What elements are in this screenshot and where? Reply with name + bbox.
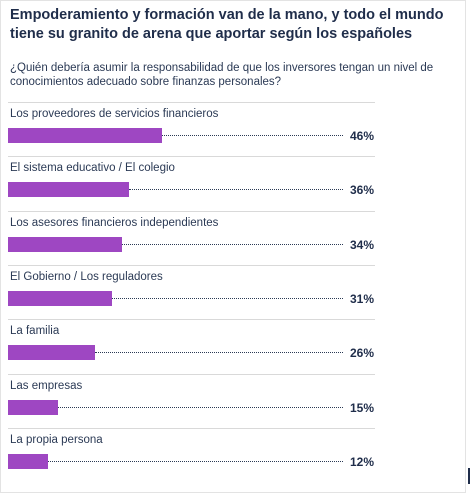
leader-line: [128, 189, 343, 191]
row-separator: [8, 427, 375, 429]
leader-line: [162, 135, 343, 136]
category-label: Las empresas: [10, 379, 83, 392]
category-label: La propia persona: [10, 433, 103, 446]
row-separator: [8, 319, 375, 321]
row-separator: [8, 210, 375, 212]
text-cursor: [468, 468, 470, 484]
row-separator: [8, 373, 375, 375]
leader-line: [48, 460, 343, 462]
value-label: 36%: [349, 183, 374, 198]
category-label: El sistema educativo / El colegio: [10, 162, 175, 175]
leader-line: [111, 297, 343, 299]
value-label: 15%: [349, 400, 374, 415]
bar: [8, 453, 49, 469]
bar: [8, 399, 59, 415]
bar: [8, 128, 162, 143]
row-separator: [8, 264, 375, 266]
category-label: Los asesores financieros independientes: [10, 216, 219, 229]
category-label: El Gobierno / Los reguladores: [10, 270, 163, 283]
row-separator: [8, 102, 375, 103]
value-label: 26%: [349, 346, 374, 361]
leader-line: [121, 243, 343, 245]
bar: [8, 182, 129, 198]
value-label: 31%: [349, 291, 374, 306]
leader-line: [58, 406, 343, 408]
chart-subtitle: ¿Quién debería asumir la responsabilidad…: [10, 62, 434, 88]
row-separator: [8, 156, 375, 158]
bar: [8, 345, 96, 361]
value-label: 12%: [349, 454, 374, 469]
chart-frame: [0, 0, 466, 493]
category-label: La familia: [10, 325, 60, 338]
category-label: Los proveedores de servicios financieros: [10, 108, 219, 120]
bar: [8, 236, 122, 252]
bar: [8, 290, 112, 306]
value-label: 34%: [349, 237, 374, 252]
chart-title: Empoderamiento y formación van de la man…: [10, 7, 444, 42]
value-label: 46%: [349, 129, 374, 143]
leader-line: [95, 352, 343, 354]
